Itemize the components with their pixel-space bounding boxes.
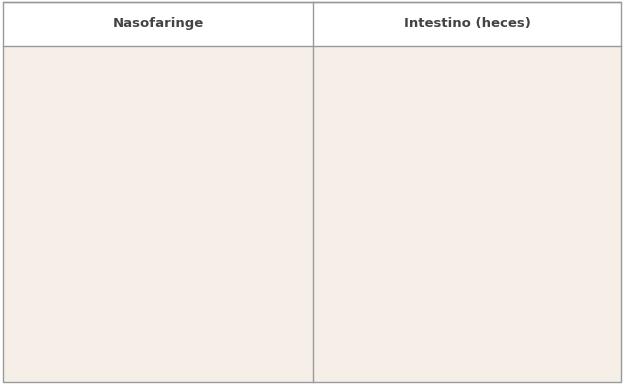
- Text: Adultos: Adultos: [484, 314, 525, 324]
- Text: Niños: Niños: [537, 276, 568, 286]
- Y-axis label: Copias del virus (u. a.): Copias del virus (u. a.): [338, 119, 348, 261]
- X-axis label: Días: Días: [172, 352, 199, 362]
- Text: Nasofaringe: Nasofaringe: [112, 18, 204, 30]
- Text: Adultos: Adultos: [138, 279, 180, 289]
- Y-axis label: Copias del virus (u. a.): Copias del virus (u. a.): [54, 119, 64, 261]
- Text: Intestino (heces): Intestino (heces): [404, 18, 530, 30]
- X-axis label: Días: Días: [470, 352, 497, 362]
- Text: Niños: Niños: [160, 300, 192, 310]
